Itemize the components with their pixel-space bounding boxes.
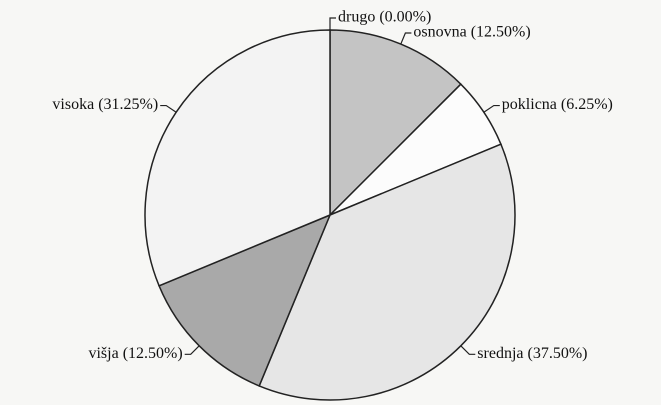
slice-label: poklicna (6.25%) — [502, 96, 613, 113]
pie-slice — [329, 29, 462, 217]
leader-line — [160, 104, 177, 113]
slice-label: drugo (0.00%) — [338, 9, 431, 26]
pie-slice — [158, 213, 332, 387]
pie-slice — [258, 143, 516, 401]
pie-slice — [144, 29, 331, 287]
leader-line — [483, 104, 500, 113]
leader-line — [184, 345, 200, 355]
leader-line — [400, 32, 412, 45]
leader-line — [460, 345, 476, 355]
slice-label: visoka (31.25%) — [52, 96, 158, 113]
leader-line — [329, 17, 336, 30]
slice-label: višja (12.50%) — [88, 345, 182, 362]
slice-label: srednja (37.50%) — [477, 345, 587, 362]
slice-label: osnovna (12.50%) — [413, 24, 530, 41]
